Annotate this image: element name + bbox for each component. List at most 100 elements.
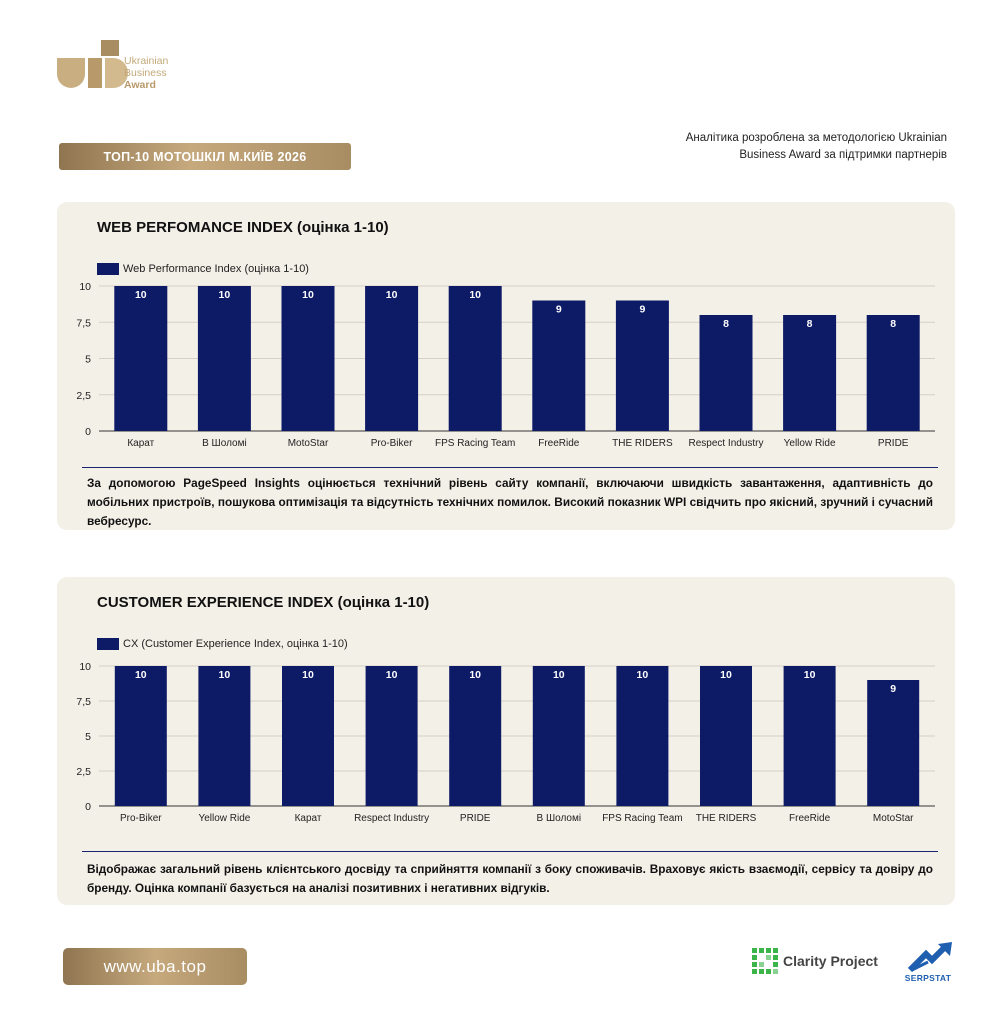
x-category-label: PRIDE — [878, 438, 909, 449]
bar-value-label: 10 — [219, 669, 231, 681]
bar-value-label: 10 — [135, 669, 147, 681]
x-category-label: FreeRide — [789, 813, 831, 824]
bar — [699, 315, 753, 431]
legend-label: Web Performance Index (оцінка 1-10) — [123, 263, 309, 275]
logo-line-1: Ukrainian — [124, 55, 169, 67]
bar-value-label: 8 — [807, 318, 813, 330]
bar — [532, 666, 585, 806]
bar-value-label: 10 — [637, 669, 649, 681]
bar — [198, 666, 251, 806]
bar-value-label: 9 — [556, 304, 562, 316]
bar — [616, 666, 669, 806]
web-performance-panel: WEB PERFOMANCE INDEX (оцінка 1-10) Web P… — [57, 202, 955, 530]
bar — [615, 300, 669, 431]
y-tick-label: 10 — [79, 281, 91, 293]
bar — [282, 666, 334, 806]
bar-value-label: 10 — [804, 669, 816, 681]
page-title: ТОП-10 МОТОШКІЛ М.КИЇВ 2026 — [59, 143, 351, 170]
bar — [867, 680, 920, 806]
bar — [700, 666, 752, 806]
y-tick-label: 0 — [85, 801, 91, 813]
x-category-label: FreeRide — [538, 438, 580, 449]
y-tick-label: 10 — [79, 661, 91, 673]
x-category-label: MotoStar — [873, 813, 914, 824]
x-category-label: THE RIDERS — [696, 813, 757, 824]
logo-text: Ukrainian Business Award — [124, 55, 168, 91]
bar-value-label: 10 — [386, 289, 398, 301]
y-tick-label: 2,5 — [76, 390, 91, 402]
bar — [783, 315, 837, 431]
bar-value-label: 8 — [723, 318, 729, 330]
y-tick-label: 0 — [85, 426, 91, 438]
divider — [82, 467, 938, 468]
website-link[interactable]: www.uba.top — [63, 948, 247, 985]
y-tick-label: 5 — [85, 354, 91, 366]
methodology-credit: Аналітика розроблена за методологією Ukr… — [617, 130, 947, 164]
x-category-label: Respect Industry — [354, 813, 429, 824]
bar — [114, 286, 168, 431]
y-tick-label: 7,5 — [76, 317, 91, 329]
bar-value-label: 10 — [553, 669, 565, 681]
x-category-label: PRIDE — [460, 813, 491, 824]
logo-line-2: Business — [124, 67, 167, 79]
logo-line-3: Award — [124, 79, 156, 91]
serpstat-logo: SERPSTAT — [898, 940, 958, 984]
serpstat-name: SERPSTAT — [904, 973, 952, 983]
bar-value-label: 9 — [890, 683, 896, 695]
bar-value-label: 10 — [135, 289, 147, 301]
bar — [449, 666, 502, 806]
bar-value-label: 10 — [219, 289, 231, 301]
x-category-label: В Шоломі — [537, 813, 582, 824]
x-category-label: Карат — [127, 438, 154, 449]
bar-value-label: 10 — [469, 289, 481, 301]
bar — [783, 666, 836, 806]
x-category-label: Yellow Ride — [198, 813, 250, 824]
clarity-grid-icon — [752, 948, 778, 974]
bar-value-label: 10 — [302, 289, 314, 301]
x-category-label: FPS Racing Team — [602, 813, 682, 824]
x-category-label: Pro-Biker — [120, 813, 162, 824]
legend-swatch — [97, 263, 119, 275]
y-tick-label: 2,5 — [76, 766, 91, 778]
x-category-label: THE RIDERS — [612, 438, 673, 449]
bar-value-label: 10 — [302, 669, 314, 681]
bar — [197, 286, 251, 431]
y-tick-label: 5 — [85, 731, 91, 743]
credit-line-1: Аналітика розроблена за методологією Ukr… — [685, 132, 947, 144]
legend-label: CX (Customer Experience Index, оцінка 1-… — [123, 638, 348, 650]
chart-legend: Web Performance Index (оцінка 1-10) — [97, 263, 309, 275]
x-category-label: FPS Racing Team — [435, 438, 515, 449]
customer-experience-panel: CUSTOMER EXPERIENCE INDEX (оцінка 1-10) … — [57, 577, 955, 905]
bar — [114, 666, 167, 806]
clarity-project-name: Clarity Project — [783, 953, 878, 969]
bar-value-label: 10 — [469, 669, 481, 681]
ukrainian-business-award-logo-icon — [57, 40, 128, 88]
serpstat-chart-icon — [907, 942, 952, 973]
divider — [82, 851, 938, 852]
bar-value-label: 10 — [720, 669, 732, 681]
bar — [281, 286, 335, 431]
x-category-label: В Шоломі — [202, 438, 247, 449]
bar-value-label: 10 — [386, 669, 398, 681]
chart-title: CUSTOMER EXPERIENCE INDEX (оцінка 1-10) — [97, 594, 430, 611]
bar — [365, 666, 418, 806]
clarity-project-logo: Clarity Project — [752, 948, 878, 974]
legend-swatch — [97, 638, 119, 650]
bar — [866, 315, 920, 431]
chart-title: WEB PERFOMANCE INDEX (оцінка 1-10) — [97, 219, 389, 236]
chart-description: Відображає загальний рівень клієнтського… — [87, 862, 933, 895]
x-category-label: Pro-Biker — [371, 438, 413, 449]
web-performance-bar-chart: 0 2,5 5 7,5 10 10 Карат 10 В Шоломі 10 MotoStar 10 P… — [76, 281, 935, 449]
x-category-label: Respect Industry — [688, 438, 763, 449]
credit-line-2: Business Award за підтримки партнерів — [739, 149, 947, 161]
bar-value-label: 8 — [890, 318, 896, 330]
bar — [448, 286, 502, 431]
bar — [365, 286, 419, 431]
chart-description: За допомогою PageSpeed Insights оцінюєть… — [87, 476, 933, 528]
bar — [532, 300, 586, 431]
chart-legend: CX (Customer Experience Index, оцінка 1-… — [97, 638, 348, 650]
x-category-label: Карат — [295, 813, 322, 824]
y-tick-label: 7,5 — [76, 696, 91, 708]
x-category-label: Yellow Ride — [784, 438, 836, 449]
x-category-label: MotoStar — [288, 438, 329, 449]
